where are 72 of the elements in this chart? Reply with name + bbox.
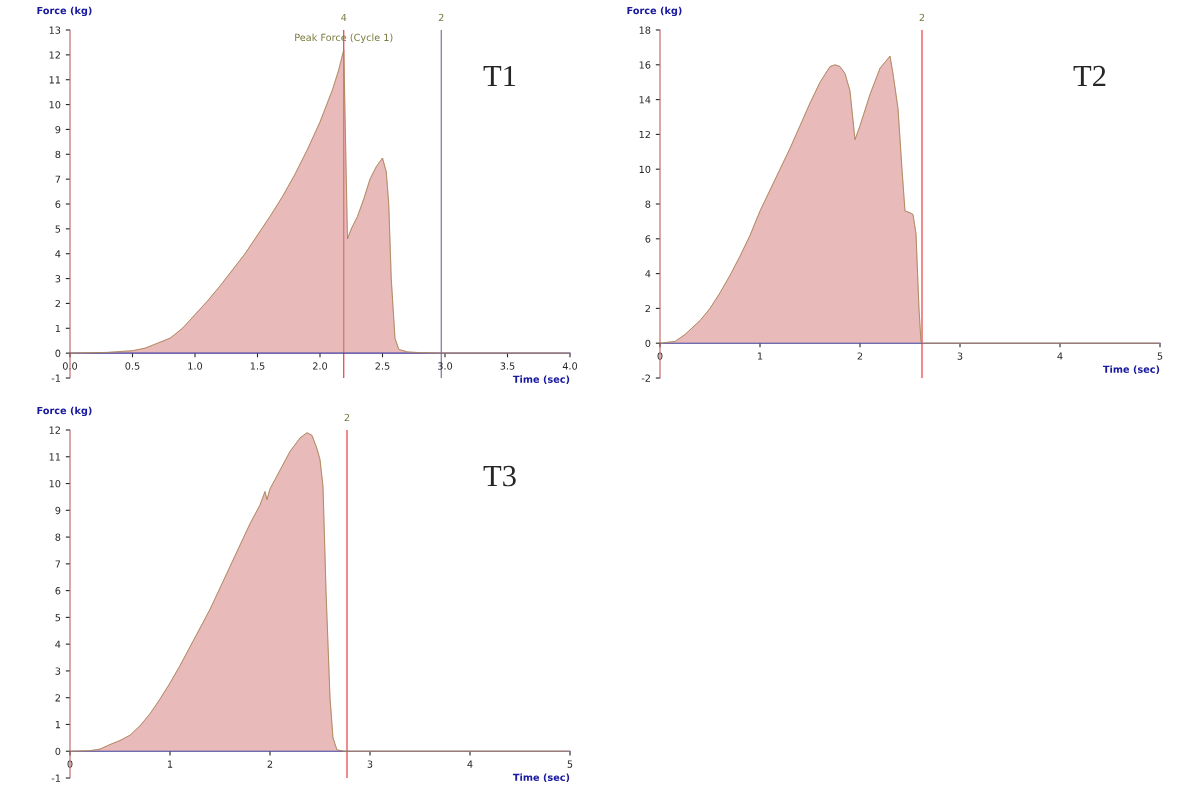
y-axis-title: Force (kg) bbox=[37, 6, 92, 17]
y-tick-label: 2 bbox=[645, 304, 650, 313]
x-axis-title: Time (sec) bbox=[512, 773, 570, 783]
y-tick-label: 5 bbox=[55, 225, 61, 233]
text: T2 bbox=[1073, 65, 1106, 87]
x-tick-label: 2.5 bbox=[375, 362, 390, 370]
y-tick-label: 16 bbox=[639, 61, 651, 69]
x-tick-label: 3 bbox=[367, 760, 373, 768]
x-tick-label: 4 bbox=[1057, 352, 1063, 360]
y-axis-title: Force (kg) bbox=[627, 6, 682, 17]
y-tick-label: 5 bbox=[55, 613, 61, 622]
y-tick-label: 10 bbox=[49, 480, 61, 488]
y-tick-label: 8 bbox=[55, 150, 61, 159]
y-tick-label: 12 bbox=[49, 426, 60, 434]
y-tick-label: 0 bbox=[55, 747, 61, 756]
y-tick-label: 14 bbox=[639, 96, 651, 104]
y-tick-label: 10 bbox=[639, 165, 651, 174]
y-axis-title: Force (kg) bbox=[37, 406, 92, 417]
y-tick-label: 3 bbox=[55, 667, 61, 675]
y-tick-label: 6 bbox=[55, 587, 61, 595]
x-tick-label: 2 bbox=[857, 352, 863, 360]
y-tick-label: 9 bbox=[55, 125, 61, 134]
y-tick-label: -2 bbox=[641, 374, 650, 382]
y-tick-label: 10 bbox=[49, 101, 61, 109]
annotation: 2 bbox=[438, 13, 444, 22]
x-axis-title: Time (sec) bbox=[512, 375, 570, 385]
y-tick-label: 6 bbox=[645, 235, 651, 243]
x-tick-label: 2 bbox=[267, 760, 273, 768]
y-tick-label: 18 bbox=[639, 26, 651, 34]
y-tick-label: 3 bbox=[55, 275, 61, 283]
y-tick-label: 7 bbox=[55, 175, 61, 183]
text: T1 bbox=[483, 65, 516, 87]
x-tick-label: 5 bbox=[567, 760, 573, 768]
text: T3 bbox=[483, 465, 516, 487]
x-tick-label: 0 bbox=[67, 760, 73, 768]
y-tick-label: -1 bbox=[51, 774, 61, 782]
x-tick-label: 0.0 bbox=[62, 362, 78, 370]
x-tick-label: 1.5 bbox=[250, 362, 265, 370]
annotation: 2 bbox=[344, 413, 350, 422]
y-tick-label: 1 bbox=[55, 721, 61, 729]
y-tick-label: 0 bbox=[645, 339, 651, 348]
x-tick-label: 2.0 bbox=[312, 362, 328, 370]
y-tick-label: -1 bbox=[51, 374, 61, 382]
y-tick-label: 4 bbox=[55, 640, 61, 648]
y-tick-label: 2 bbox=[55, 694, 60, 702]
annotation: 4 bbox=[341, 13, 347, 22]
x-tick-label: 1.0 bbox=[188, 362, 203, 370]
y-tick-label: 11 bbox=[49, 453, 61, 461]
y-tick-label: 12 bbox=[49, 51, 60, 59]
y-tick-label: 8 bbox=[645, 200, 651, 208]
x-tick-label: 0 bbox=[657, 352, 663, 360]
x-tick-label: 1 bbox=[167, 760, 173, 768]
x-tick-label: 5 bbox=[1157, 352, 1163, 360]
y-tick-label: 11 bbox=[49, 76, 61, 84]
annotation: 2 bbox=[919, 13, 925, 22]
y-tick-label: 9 bbox=[55, 506, 61, 515]
y-tick-label: 4 bbox=[55, 250, 61, 258]
x-tick-label: 4.0 bbox=[562, 362, 578, 370]
y-tick-label: 2 bbox=[55, 299, 60, 308]
y-tick-label: 8 bbox=[55, 533, 61, 541]
x-tick-label: 4 bbox=[467, 760, 473, 768]
y-tick-label: 12 bbox=[639, 130, 650, 139]
y-tick-label: 4 bbox=[645, 270, 651, 278]
x-tick-label: 3.5 bbox=[500, 362, 515, 370]
x-tick-label: 3 bbox=[957, 352, 963, 360]
y-tick-label: 6 bbox=[55, 200, 61, 208]
x-tick-label: 0.5 bbox=[125, 362, 140, 370]
x-tick-label: 1 bbox=[757, 352, 763, 360]
y-tick-label: 13 bbox=[49, 26, 61, 34]
y-tick-label: 1 bbox=[55, 324, 61, 332]
y-tick-label: 7 bbox=[55, 560, 61, 568]
x-axis-title: Time (sec) bbox=[1102, 365, 1160, 375]
